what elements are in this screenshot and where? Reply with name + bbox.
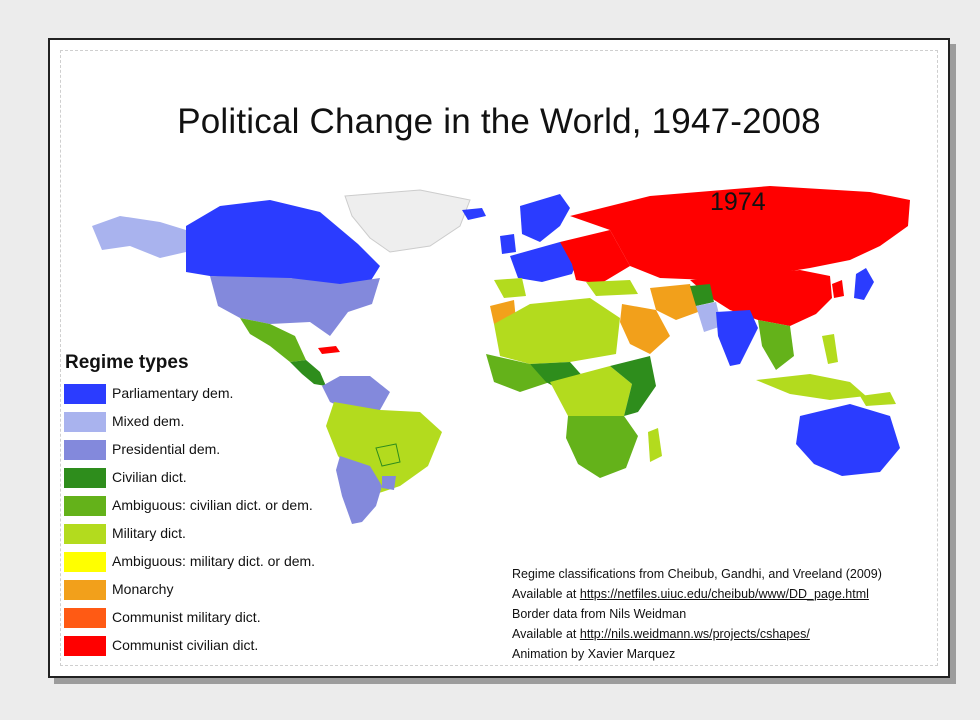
- legend-swatch: [64, 552, 106, 572]
- credit-line-border-data: Border data from Nils Weidman: [512, 607, 687, 621]
- legend-swatch: [64, 412, 106, 432]
- region-eastern-europe: [560, 230, 630, 284]
- region-north-africa: [494, 298, 620, 364]
- legend-swatch: [64, 524, 106, 544]
- region-central-america: [290, 360, 326, 386]
- region-iceland: [462, 208, 486, 220]
- legend-item-monarchy: Monarchy: [64, 580, 354, 602]
- region-usa: [210, 276, 380, 336]
- region-afghanistan: [690, 284, 714, 306]
- region-caribbean: [318, 346, 340, 354]
- region-ussr: [570, 186, 910, 280]
- region-indochina: [758, 320, 794, 370]
- legend-label: Civilian dict.: [112, 469, 187, 485]
- legend-item-civilian-dict: Civilian dict.: [64, 468, 354, 490]
- legend-swatch: [64, 440, 106, 460]
- region-philippines: [822, 334, 838, 364]
- legend-item-parliamentary-dem: Parliamentary dem.: [64, 384, 354, 406]
- legend: Regime types Parliamentary dem. Mixed de…: [64, 352, 315, 656]
- credit-prefix: Available at: [512, 587, 580, 601]
- legend-title: Regime types: [65, 352, 189, 373]
- credit-line-available-1: Available at https://netfiles.uiuc.edu/c…: [512, 584, 882, 604]
- region-madagascar: [648, 428, 662, 462]
- legend-label: Ambiguous: civilian dict. or dem.: [112, 497, 313, 513]
- legend-label: Presidential dem.: [112, 441, 221, 457]
- cheibub-link[interactable]: https://netfiles.uiuc.edu/cheibub/www/DD…: [579, 587, 869, 601]
- world-map: [92, 186, 910, 524]
- region-china: [690, 270, 832, 326]
- region-paraguay: [375, 443, 401, 467]
- region-argentina-chile: [336, 456, 382, 524]
- region-mexico: [240, 318, 306, 362]
- legend-label: Parliamentary dem.: [112, 385, 234, 401]
- region-arabia: [620, 304, 670, 354]
- legend-swatch: [64, 636, 106, 656]
- credit-line-available-2: Available at http://nils.weidmann.ws/pro…: [512, 624, 882, 644]
- legend-item-communist-civilian: Communist civilian dict.: [64, 636, 354, 658]
- legend-swatch: [64, 496, 106, 516]
- region-canada: [186, 200, 380, 286]
- credit-line-animation: Animation by Xavier Marquez: [512, 647, 676, 661]
- legend-item-ambiguous-military: Ambiguous: military dict. or dem.: [64, 552, 354, 574]
- credit-prefix: Available at: [512, 627, 580, 641]
- region-indonesia: [756, 374, 866, 400]
- region-southern-africa: [566, 416, 638, 478]
- legend-label: Mixed dem.: [112, 413, 185, 429]
- region-central-africa: [550, 366, 632, 424]
- region-australia: [796, 404, 900, 476]
- region-western-europe: [510, 242, 580, 282]
- region-greenland: [344, 189, 471, 253]
- region-uk: [500, 234, 516, 254]
- legend-item-presidential-dem: Presidential dem.: [64, 440, 354, 462]
- legend-label: Military dict.: [112, 525, 186, 541]
- region-uruguay: [382, 476, 396, 490]
- legend-label: Monarchy: [112, 581, 174, 597]
- legend-item-communist-military: Communist military dict.: [64, 608, 354, 630]
- legend-swatch: [64, 384, 106, 404]
- legend-item-ambiguous-civilian: Ambiguous: civilian dict. or dem.: [64, 496, 354, 518]
- weidmann-link[interactable]: http://nils.weidmann.ws/projects/cshapes…: [579, 627, 810, 641]
- region-india: [716, 310, 758, 366]
- credits: Regime classifications from Cheibub, Gan…: [512, 564, 882, 664]
- region-turkey: [586, 280, 638, 296]
- slide-inner-border: [60, 50, 938, 666]
- region-papua: [860, 392, 896, 406]
- slide-frame: Political Change in the World, 1947-2008: [48, 38, 950, 678]
- region-iran: [650, 284, 698, 320]
- legend-label: Communist civilian dict.: [112, 637, 259, 653]
- region-east-africa: [610, 356, 656, 416]
- region-alaska: [92, 216, 186, 258]
- region-iberia: [494, 278, 526, 298]
- region-scandinavia: [520, 194, 570, 242]
- legend-item-mixed-dem: Mixed dem.: [64, 412, 354, 434]
- region-korea: [832, 280, 844, 298]
- legend-swatch: [64, 608, 106, 628]
- legend-item-military-dict: Military dict.: [64, 524, 354, 546]
- region-west-africa: [486, 354, 550, 392]
- region-japan: [854, 268, 874, 300]
- region-pakistan: [696, 302, 722, 332]
- legend-swatch: [64, 468, 106, 488]
- year-label: 1974: [710, 188, 766, 216]
- legend-label: Communist military dict.: [112, 609, 261, 625]
- map-title: Political Change in the World, 1947-2008: [177, 102, 821, 141]
- legend-swatch: [64, 580, 106, 600]
- legend-label: Ambiguous: military dict. or dem.: [112, 553, 316, 569]
- credit-line-classification: Regime classifications from Cheibub, Gan…: [512, 567, 882, 581]
